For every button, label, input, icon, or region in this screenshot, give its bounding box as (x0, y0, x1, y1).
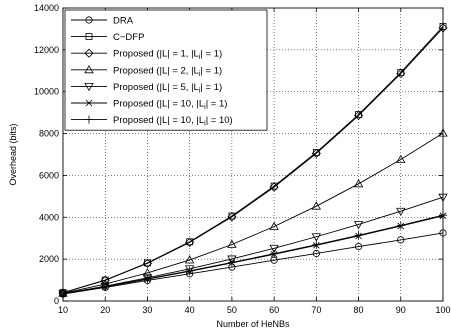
x-tick-label: 90 (396, 305, 406, 315)
data-point (227, 212, 237, 222)
y-tick-label: 0 (54, 296, 59, 306)
series-line (62, 132, 444, 294)
data-point (143, 274, 152, 283)
series-line (62, 196, 444, 295)
x-tick-label: 40 (185, 305, 195, 315)
y-tick-label: 10000 (34, 87, 59, 97)
x-tick-label: 60 (269, 305, 279, 315)
x-tick-label: 100 (435, 305, 450, 315)
data-point (311, 148, 321, 159)
x-tick-label: 10 (58, 305, 68, 315)
data-point (312, 249, 320, 258)
y-tick-label: 6000 (39, 170, 59, 180)
legend-marker (84, 64, 94, 74)
legend-item: Proposed (|L| = 10, |Li| = 10) (71, 115, 233, 128)
legend-marker (85, 33, 93, 40)
legend-label: Proposed (|L| = 2, |Li| = 1) (113, 65, 222, 78)
x-ticks: 10 20 30 40 50 60 70 80 90 100 (58, 8, 451, 315)
y-tick-label: 14000 (34, 3, 59, 13)
legend-label: Proposed (|L| = 10, |Li| = 10) (113, 115, 233, 128)
data-point (311, 201, 322, 210)
data-point (59, 289, 67, 298)
legend-label: DRA (113, 16, 134, 27)
x-axis-label: Number of HeNBs (216, 319, 290, 329)
legend-item: Proposed (|L| = 1, |Li| = 1) (71, 48, 222, 62)
legend-label: Proposed (|L| = 10, |Li| = 1) (113, 99, 227, 112)
series-7 (59, 211, 447, 298)
data-point (185, 266, 194, 275)
y-tick-label: 2000 (39, 254, 59, 264)
data-point (353, 221, 364, 230)
legend-item: Proposed (|L| = 2, |Li| = 1) (71, 64, 222, 78)
data-point (396, 207, 406, 217)
data-point (438, 193, 448, 203)
data-point (354, 242, 363, 251)
data-point (101, 282, 110, 291)
legend-item: DRA (71, 16, 134, 27)
legend-label: Proposed (|L| = 1, |Li| = 1) (113, 49, 222, 62)
y-tick-label: 4000 (39, 212, 59, 222)
y-tick-label: 12000 (34, 45, 59, 55)
data-point (396, 68, 406, 79)
data-point (269, 244, 279, 254)
legend-label: C−DFP (113, 32, 144, 43)
legend-marker (84, 83, 94, 92)
series-4 (58, 128, 448, 297)
legend-marker (85, 99, 93, 107)
legend-marker (85, 16, 93, 24)
data-point (353, 178, 364, 188)
data-point (144, 259, 151, 267)
data-point (184, 255, 195, 264)
legend-item: C−DFP (71, 32, 144, 43)
x-tick-label: 50 (227, 305, 237, 315)
series-line (62, 214, 444, 295)
plot-frame (62, 7, 444, 302)
data-point (269, 182, 279, 192)
data-point (227, 258, 236, 267)
data-point (396, 154, 406, 163)
data-point (312, 240, 321, 249)
series-line (62, 232, 444, 295)
y-axis-label: Overhead (bits) (8, 123, 18, 185)
data-point (439, 211, 447, 220)
data-point (397, 236, 405, 244)
x-tick-label: 20 (100, 305, 110, 315)
data-point (439, 229, 447, 237)
legend-item: Proposed (|L| = 5, |Li| = 1) (71, 82, 222, 95)
series-line (62, 27, 444, 294)
data-point (142, 258, 153, 268)
legend-label: Proposed (|L| = 5, |Li| = 1) (113, 82, 222, 95)
data-point (396, 221, 405, 230)
data-point (354, 231, 363, 240)
legend-marker (85, 115, 93, 124)
x-tick-label: 70 (311, 305, 321, 315)
data-point (438, 23, 448, 33)
x-tick-label: 30 (142, 305, 152, 315)
y-tick-label: 8000 (39, 129, 59, 139)
data-point (438, 128, 448, 137)
legend-item: Proposed (|L| = 10, |Li| = 1) (71, 99, 227, 112)
data-point (269, 221, 279, 230)
legend: DRA C−DFP Proposed (|L| = 1, |Li| = 1) Prop… (64, 9, 268, 131)
data-point (353, 111, 364, 121)
y-ticks: 0 2000 4000 6000 8000 10000 12000 14000 (34, 3, 443, 306)
data-point (227, 255, 237, 264)
x-tick-label: 80 (354, 305, 364, 315)
legend-marker (84, 48, 94, 58)
data-point (270, 249, 279, 258)
data-point (227, 239, 237, 248)
data-point (311, 233, 322, 242)
data-point (185, 237, 195, 247)
